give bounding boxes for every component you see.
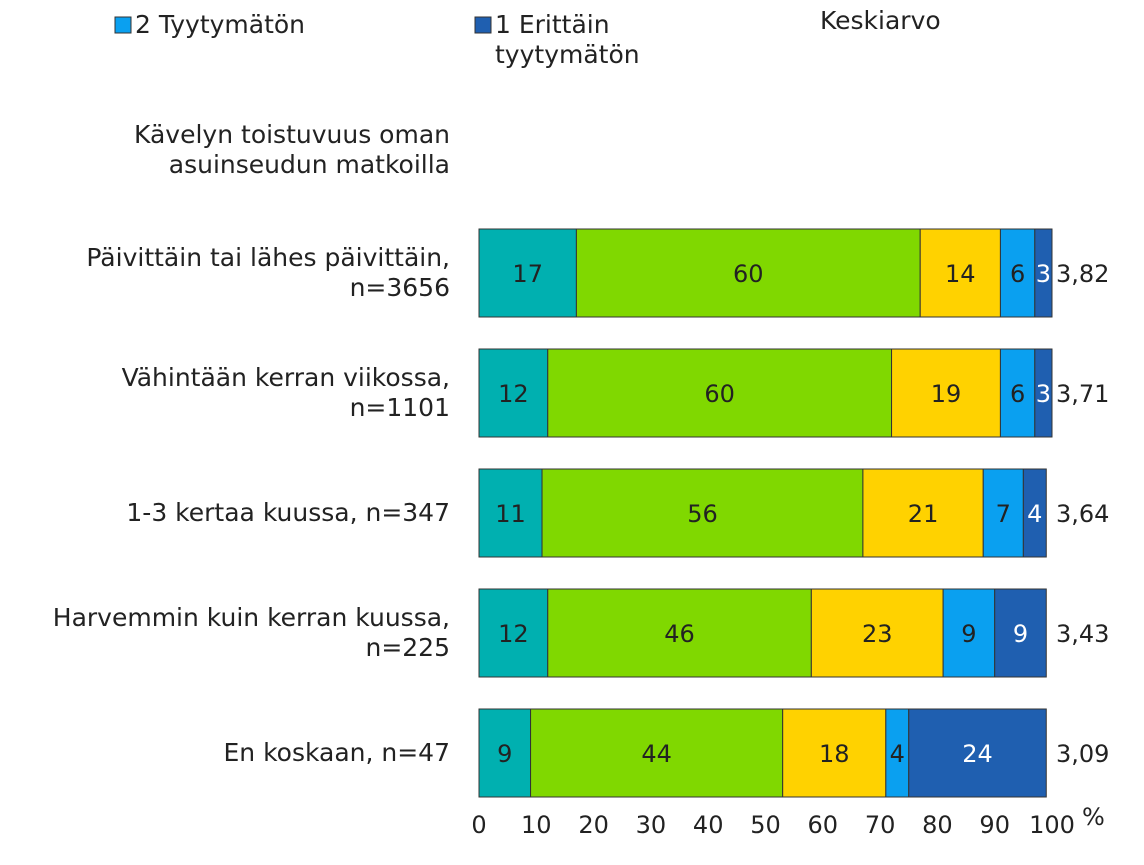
bar-segment — [999, 348, 1036, 438]
bar-segment — [810, 588, 944, 678]
x-tick-label: 50 — [750, 811, 781, 839]
legend-label: 1 Erittäin tyytymätön — [495, 10, 640, 69]
data-label: 3 — [1036, 380, 1051, 408]
data-label: 6 — [1010, 260, 1025, 288]
category-label: Vähintään kerran viikossa, n=1101 — [121, 363, 450, 422]
data-label: 60 — [704, 380, 735, 408]
category-header: Kävelyn toistuvuus oman asuinseudun matk… — [134, 120, 450, 179]
bar-segment — [891, 348, 1001, 438]
bar-segment — [1034, 228, 1053, 318]
data-label: 24 — [962, 740, 993, 768]
bar-segment — [1034, 348, 1053, 438]
category-label: 1-3 kertaa kuussa, n=347 — [126, 498, 450, 527]
bar-segment — [530, 708, 784, 798]
mean-value: 3,71 — [1056, 380, 1109, 408]
data-label: 4 — [890, 740, 905, 768]
bar-segment — [575, 228, 921, 318]
data-label: 12 — [498, 380, 529, 408]
mean-value: 3,82 — [1056, 260, 1109, 288]
data-label: 9 — [961, 620, 976, 648]
x-tick-label: 30 — [636, 811, 667, 839]
x-tick-label: 90 — [979, 811, 1010, 839]
data-label: 17 — [512, 260, 543, 288]
data-label: 11 — [495, 500, 526, 528]
category-label: Päivittäin tai lähes päivittäin, n=3656 — [86, 243, 450, 302]
bar-segment — [547, 588, 812, 678]
x-tick-label: 80 — [922, 811, 953, 839]
data-label: 46 — [664, 620, 695, 648]
data-label: 12 — [498, 620, 529, 648]
mean-value: 3,64 — [1056, 500, 1109, 528]
data-label: 6 — [1010, 380, 1025, 408]
data-label: 60 — [733, 260, 764, 288]
bar-segment — [1022, 468, 1047, 558]
data-label: 9 — [1013, 620, 1028, 648]
bar-segment — [478, 708, 532, 798]
bar-segment — [541, 468, 864, 558]
data-label: 56 — [687, 500, 718, 528]
x-tick-label: 0 — [471, 811, 486, 839]
bar-segment — [547, 348, 893, 438]
x-tick-label: 10 — [521, 811, 552, 839]
x-unit: % — [1082, 803, 1105, 831]
bar-segment — [908, 708, 1047, 798]
category-label: En koskaan, n=47 — [223, 738, 450, 767]
data-label: 4 — [1027, 500, 1042, 528]
data-label: 3 — [1036, 260, 1051, 288]
legend-swatch — [474, 16, 492, 34]
data-label: 9 — [497, 740, 512, 768]
bar-segment — [919, 228, 1001, 318]
bar-segment — [478, 348, 549, 438]
mean-value: 3,09 — [1056, 740, 1109, 768]
x-tick-label: 100 — [1029, 811, 1075, 839]
legend-swatch — [114, 16, 132, 34]
x-tick-label: 60 — [808, 811, 839, 839]
bar-segment — [862, 468, 984, 558]
bar-segment — [999, 228, 1036, 318]
data-label: 44 — [641, 740, 672, 768]
x-tick-label: 70 — [865, 811, 896, 839]
data-label: 14 — [945, 260, 976, 288]
category-label: Harvemmin kuin kerran kuussa, n=225 — [52, 603, 450, 662]
bar-segment — [782, 708, 887, 798]
data-label: 7 — [996, 500, 1011, 528]
mean-value: 3,43 — [1056, 620, 1109, 648]
x-tick-label: 20 — [578, 811, 609, 839]
legend-label: 2 Tyytymätön — [135, 10, 306, 39]
bar-segment — [478, 468, 543, 558]
data-label: 21 — [908, 500, 939, 528]
data-label: 19 — [931, 380, 962, 408]
bar-segment — [994, 588, 1047, 678]
data-label: 23 — [862, 620, 893, 648]
mean-header: Keskiarvo — [820, 6, 941, 35]
data-label: 18 — [819, 740, 850, 768]
bar-segment — [478, 588, 549, 678]
bar-segment — [478, 228, 577, 318]
x-tick-label: 40 — [693, 811, 724, 839]
